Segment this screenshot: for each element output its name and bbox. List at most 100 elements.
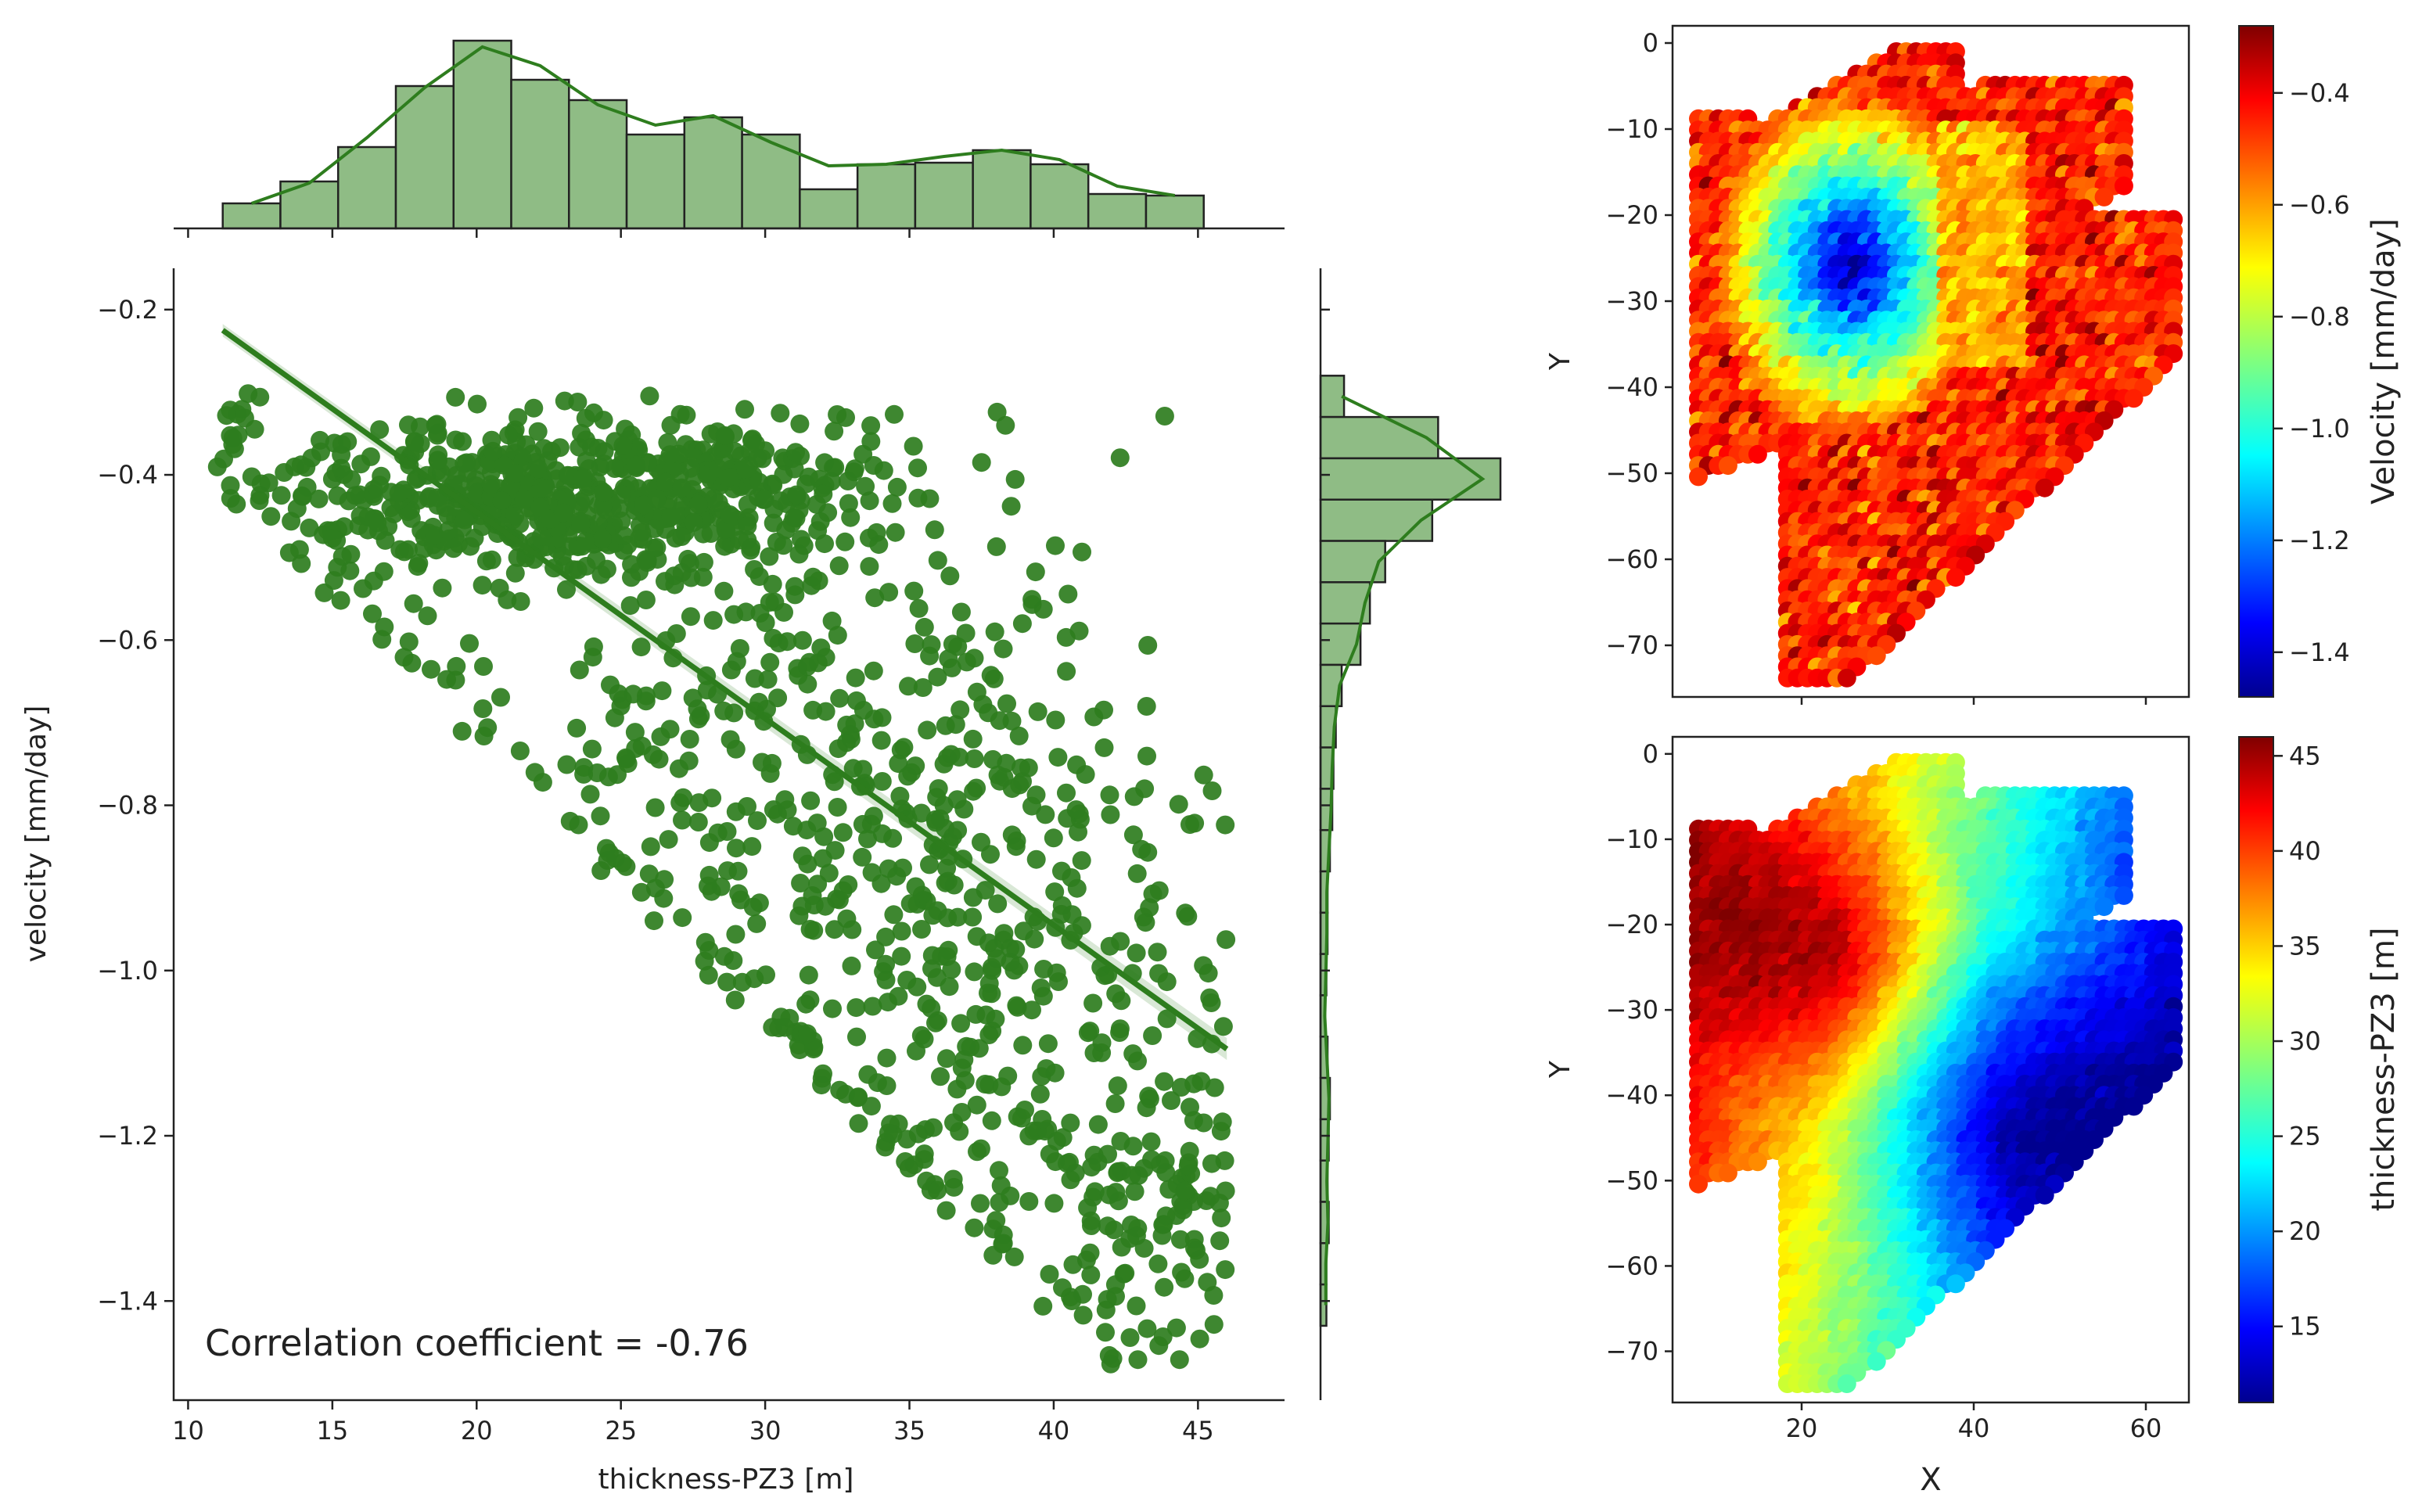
scatter-point xyxy=(346,486,365,505)
scatter-point xyxy=(736,459,756,479)
y-marginal-ticks xyxy=(1321,308,1330,1302)
scatter-point xyxy=(1067,755,1087,774)
scatter-point xyxy=(699,865,719,885)
x-tick-label: 25 xyxy=(605,1416,637,1446)
scatter-point xyxy=(988,765,1008,785)
scatter-point xyxy=(1019,1192,1039,1211)
scatter-point xyxy=(745,560,764,579)
scatter-point xyxy=(1026,849,1046,869)
scatter-point xyxy=(567,718,587,738)
scatter-point xyxy=(1105,1094,1125,1113)
scatter-point xyxy=(250,486,270,505)
scatter-point xyxy=(994,639,1013,659)
scatter-point xyxy=(537,479,556,498)
scatter-point xyxy=(1073,1305,1093,1325)
scatter-point xyxy=(1008,1107,1027,1126)
scatter-point xyxy=(399,632,419,652)
map-point xyxy=(1689,467,1708,487)
scatter-point xyxy=(571,492,591,512)
scatter-point xyxy=(1012,758,1030,778)
scatter-point xyxy=(764,513,783,533)
scatter-point xyxy=(1100,785,1119,805)
scatter-point xyxy=(1096,1323,1115,1342)
scatter-point xyxy=(528,422,548,441)
scatter-point xyxy=(1132,839,1152,859)
y-marginal-bars xyxy=(1319,375,1502,1327)
scatter-point xyxy=(1033,1110,1052,1129)
regression-line xyxy=(221,328,1229,1051)
scatter-point xyxy=(661,507,681,526)
scatter-point xyxy=(1038,1034,1058,1054)
scatter-point xyxy=(570,660,589,680)
colorbar-tick-label: −1.2 xyxy=(2289,526,2350,555)
scatter-point xyxy=(681,568,701,587)
scatter-point xyxy=(1155,1277,1174,1297)
scatter-point xyxy=(332,458,351,478)
map-point xyxy=(2124,389,2144,408)
scatter-point xyxy=(701,424,720,444)
scatter-point xyxy=(370,420,390,440)
scatter-point xyxy=(620,596,640,616)
scatter-point xyxy=(1004,1247,1024,1266)
scatter-point xyxy=(616,419,635,439)
scatter-point xyxy=(499,426,519,445)
scatter-point xyxy=(612,512,631,530)
scatter-point xyxy=(982,984,1001,1004)
scatter-point xyxy=(703,788,722,808)
scatter-point xyxy=(825,422,844,441)
scatter-point xyxy=(1001,497,1021,516)
x-hist-bar xyxy=(336,145,397,230)
scatter-point xyxy=(452,721,472,741)
scatter-point xyxy=(906,756,925,776)
scatter-point xyxy=(858,829,877,849)
scatter-point xyxy=(631,882,651,902)
scatter-point xyxy=(533,773,552,792)
scatter-point xyxy=(879,583,899,602)
scatter-point xyxy=(428,488,447,508)
scatter-point xyxy=(1124,787,1144,806)
scatter-point xyxy=(1194,765,1213,785)
y-marginal-histogram xyxy=(1319,268,1502,1400)
scatter-point xyxy=(849,1114,868,1133)
scatter-point xyxy=(830,688,850,708)
scatter-point xyxy=(1213,1017,1233,1036)
scatter-point xyxy=(911,803,931,823)
scatter-point xyxy=(797,821,817,840)
scatter-point xyxy=(645,798,665,817)
scatter-point xyxy=(428,423,447,443)
scatter-point xyxy=(922,999,941,1018)
scatter-point xyxy=(726,925,746,944)
scatter-point xyxy=(376,530,395,550)
y-hist-bar xyxy=(1319,415,1439,460)
scatter-point xyxy=(825,772,844,792)
scatter-point xyxy=(627,455,646,475)
scatter-point xyxy=(681,458,700,478)
scatter-point xyxy=(721,660,741,680)
scatter-point xyxy=(605,459,624,478)
scatter-point xyxy=(899,677,918,696)
scatter-point xyxy=(839,875,858,894)
scatter-point xyxy=(922,635,941,655)
scatter-point xyxy=(331,591,350,610)
scatter-point xyxy=(843,920,862,939)
scatter-point xyxy=(1098,1290,1117,1309)
scatter-point xyxy=(874,962,893,982)
scatter-point xyxy=(952,1103,972,1122)
scatter-point xyxy=(498,590,517,609)
scatter-point xyxy=(1127,943,1146,963)
joint-axis-ticks: 10 15 20 25 30 35 40 45−0.2−0.4−0.6−0.8−1.0−1.2… xyxy=(97,295,1213,1446)
scatter-point xyxy=(608,765,627,785)
velocity-colorbar-ticks: −0.4−0.6−0.8−1.0−1.2−1.4 xyxy=(2273,78,2350,667)
scatter-point xyxy=(506,464,526,483)
y-tick-label: −0.4 xyxy=(97,460,158,490)
scatter-point xyxy=(599,843,619,863)
scatter-point xyxy=(328,486,347,505)
scatter-point xyxy=(886,523,905,542)
scatter-point xyxy=(594,483,613,502)
scatter-point xyxy=(812,1068,832,1088)
scatter-point xyxy=(942,960,961,979)
scatter-point xyxy=(1184,1074,1204,1094)
scatter-point xyxy=(462,453,482,472)
scatter-point xyxy=(372,630,392,649)
scatter-point xyxy=(748,448,767,468)
